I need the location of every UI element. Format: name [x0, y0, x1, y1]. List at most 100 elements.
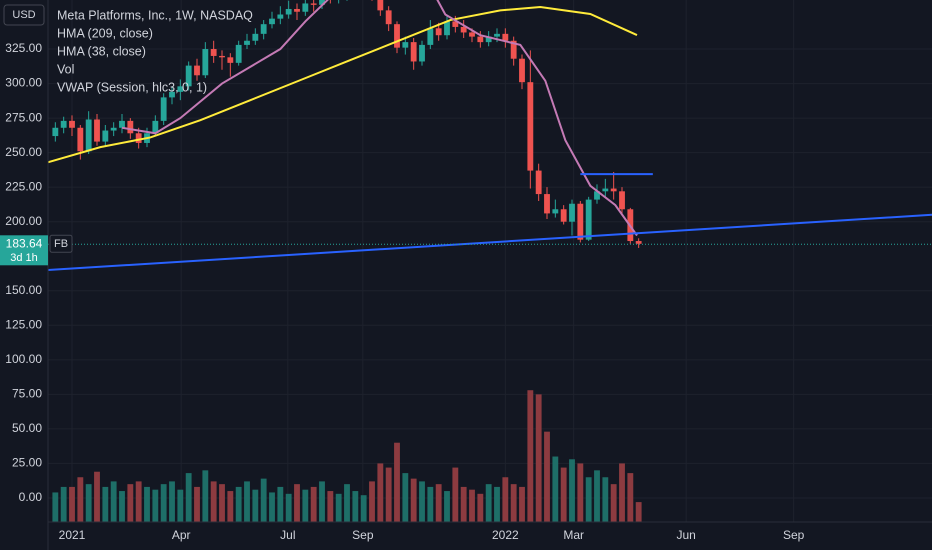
volume-bar — [619, 463, 625, 522]
volume-bar — [510, 484, 517, 522]
candle-body — [635, 241, 642, 244]
volume-bar — [535, 394, 542, 522]
volume-bar — [135, 481, 142, 522]
volume-bar — [260, 478, 267, 522]
volume-bar — [585, 477, 592, 522]
candle-body — [102, 130, 109, 142]
volume-bar — [452, 467, 459, 522]
volume-bar — [277, 486, 284, 522]
candle-body — [235, 44, 242, 63]
candle-body — [294, 8, 300, 12]
candle-body — [227, 57, 234, 63]
volume-bar — [602, 477, 609, 522]
volume-bar — [202, 470, 209, 522]
y-tick-label: 325.00 — [5, 41, 42, 55]
x-tick-label: Jul — [280, 528, 295, 542]
volume-bar — [402, 473, 409, 522]
y-tick-label: 225.00 — [5, 179, 42, 193]
volume-bar — [235, 486, 242, 522]
candle-body — [552, 209, 559, 214]
volume-bar — [210, 481, 217, 522]
volume-bar — [152, 489, 159, 522]
volume-bar — [544, 431, 550, 522]
candle-body — [577, 203, 584, 240]
candle-body — [60, 120, 67, 128]
volume-bar — [169, 481, 175, 522]
currency-box[interactable] — [3, 4, 45, 26]
candle-body — [85, 119, 92, 152]
candle-body — [202, 49, 209, 76]
candle-body — [535, 170, 542, 195]
volume-bar — [610, 484, 617, 522]
candle-body — [310, 3, 317, 5]
candle-body — [585, 199, 592, 240]
candle-body — [385, 10, 392, 25]
candle-body — [319, 0, 325, 5]
y-tick-label: 75.00 — [12, 387, 42, 401]
volume-bar — [244, 481, 250, 522]
candle-body — [527, 82, 534, 171]
volume-bar — [469, 489, 475, 522]
candle-body — [194, 65, 200, 76]
volume-bar — [519, 486, 525, 522]
y-tick-label: 125.00 — [5, 317, 42, 331]
candle-body — [402, 42, 409, 48]
candle-body — [52, 127, 59, 137]
y-tick-label: 250.00 — [5, 145, 42, 159]
candle-body — [544, 194, 550, 214]
candle-body — [152, 120, 159, 134]
volume-bar — [594, 470, 600, 522]
volume-bar — [119, 491, 125, 522]
y-tick-label: 150.00 — [5, 283, 42, 297]
legend-entry[interactable]: VWAP (Session, hlc3, 0, 1) — [57, 80, 207, 94]
volume-bar — [485, 484, 492, 522]
last-price-label: 183.64 — [6, 236, 43, 250]
volume-bar — [94, 471, 100, 522]
volume-bar — [310, 486, 317, 522]
volume-bar — [185, 473, 192, 522]
y-tick-label: 275.00 — [5, 110, 42, 124]
volume-bar — [635, 502, 642, 522]
candle-body — [444, 21, 450, 36]
symbol-box — [49, 234, 73, 253]
candle-body — [302, 3, 309, 12]
candle-body — [485, 36, 492, 43]
x-tick-label: 2022 — [492, 528, 519, 542]
legend-entry[interactable]: HMA (209, close) — [57, 26, 153, 40]
volume-bar — [127, 484, 134, 522]
y-tick-label: 300.00 — [5, 76, 42, 90]
volume-bar — [627, 473, 634, 522]
volume-bar — [85, 484, 92, 522]
y-tick-label: 50.00 — [12, 421, 42, 435]
candle-body — [377, 0, 384, 11]
volume-bar — [269, 492, 275, 522]
volume-bar — [102, 486, 109, 522]
candle-body — [560, 209, 567, 222]
volume-bar — [460, 486, 467, 522]
volume-bar — [160, 484, 167, 522]
candle-body — [477, 36, 484, 43]
grid — [48, 0, 932, 522]
volume-bar — [502, 477, 509, 522]
volume-bar — [385, 467, 392, 522]
candle-body — [510, 40, 517, 59]
candle-body — [244, 40, 250, 45]
volume-bar — [435, 484, 442, 522]
volume-bar — [285, 493, 292, 522]
y-tick-label: 100.00 — [5, 352, 42, 366]
indicator-line — [48, 6, 638, 164]
volume-bar — [369, 481, 375, 522]
candle-body — [594, 191, 600, 200]
legend-entry[interactable]: Vol — [57, 62, 74, 76]
legend-title: Meta Platforms, Inc., 1W, NASDAQ — [57, 8, 253, 22]
volume-bar — [344, 484, 350, 522]
candle-body — [177, 86, 184, 92]
candle-body — [77, 127, 84, 152]
volume-bar — [552, 456, 559, 522]
candle-body — [185, 65, 192, 87]
candle-body — [469, 32, 475, 37]
volume-bar — [177, 489, 184, 522]
x-tick-label: Sep — [783, 528, 805, 542]
legend-entry[interactable]: HMA (38, close) — [57, 44, 146, 58]
